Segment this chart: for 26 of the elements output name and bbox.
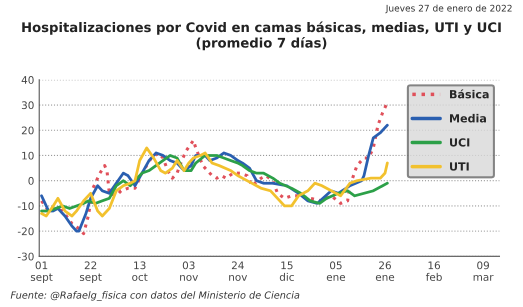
x-tick-label: 16 feb: [426, 261, 442, 281]
y-tick-label: 0: [28, 176, 34, 185]
y-tick-label: -20: [18, 227, 34, 236]
x-tick-label: 13 oct: [132, 261, 148, 281]
y-tick-label: 10: [22, 152, 34, 160]
x-tick-label: 01 sept: [30, 261, 53, 283]
source-note: Fuente: @Rafaelg_fisica con datos del Ministerio de Ciencia: [10, 291, 300, 301]
x-tick-label: 22 sept: [80, 261, 102, 283]
x-tick-label: 15 dic: [280, 262, 294, 281]
x-tick-label: 24 nov: [229, 261, 248, 281]
y-tick-label: 40: [22, 76, 34, 84]
y-tick-label: 20: [22, 126, 34, 134]
legend-label: UTI: [450, 162, 469, 171]
legend-label: UCI: [450, 138, 470, 147]
text: Jueves 27 de enero de 2022: [385, 4, 512, 14]
y-tick-label: 30: [22, 101, 34, 110]
y-tick-label: -10: [18, 202, 34, 210]
chart-title: Hospitalizaciones por Covid en camas básicas, medias, UTI y UCI (promedio 7 días): [22, 21, 501, 50]
y-tick-label: -30: [18, 252, 34, 260]
legend-label: Media: [450, 114, 486, 123]
x-tick-label: 03 nov: [180, 261, 198, 281]
x-tick-label: 05 ene: [326, 261, 346, 281]
legend-label: Básica: [450, 89, 489, 98]
x-tick-label: 09 mar: [474, 261, 494, 281]
line-series: [40, 146, 389, 218]
x-tick-label: 26 ene: [376, 261, 394, 281]
